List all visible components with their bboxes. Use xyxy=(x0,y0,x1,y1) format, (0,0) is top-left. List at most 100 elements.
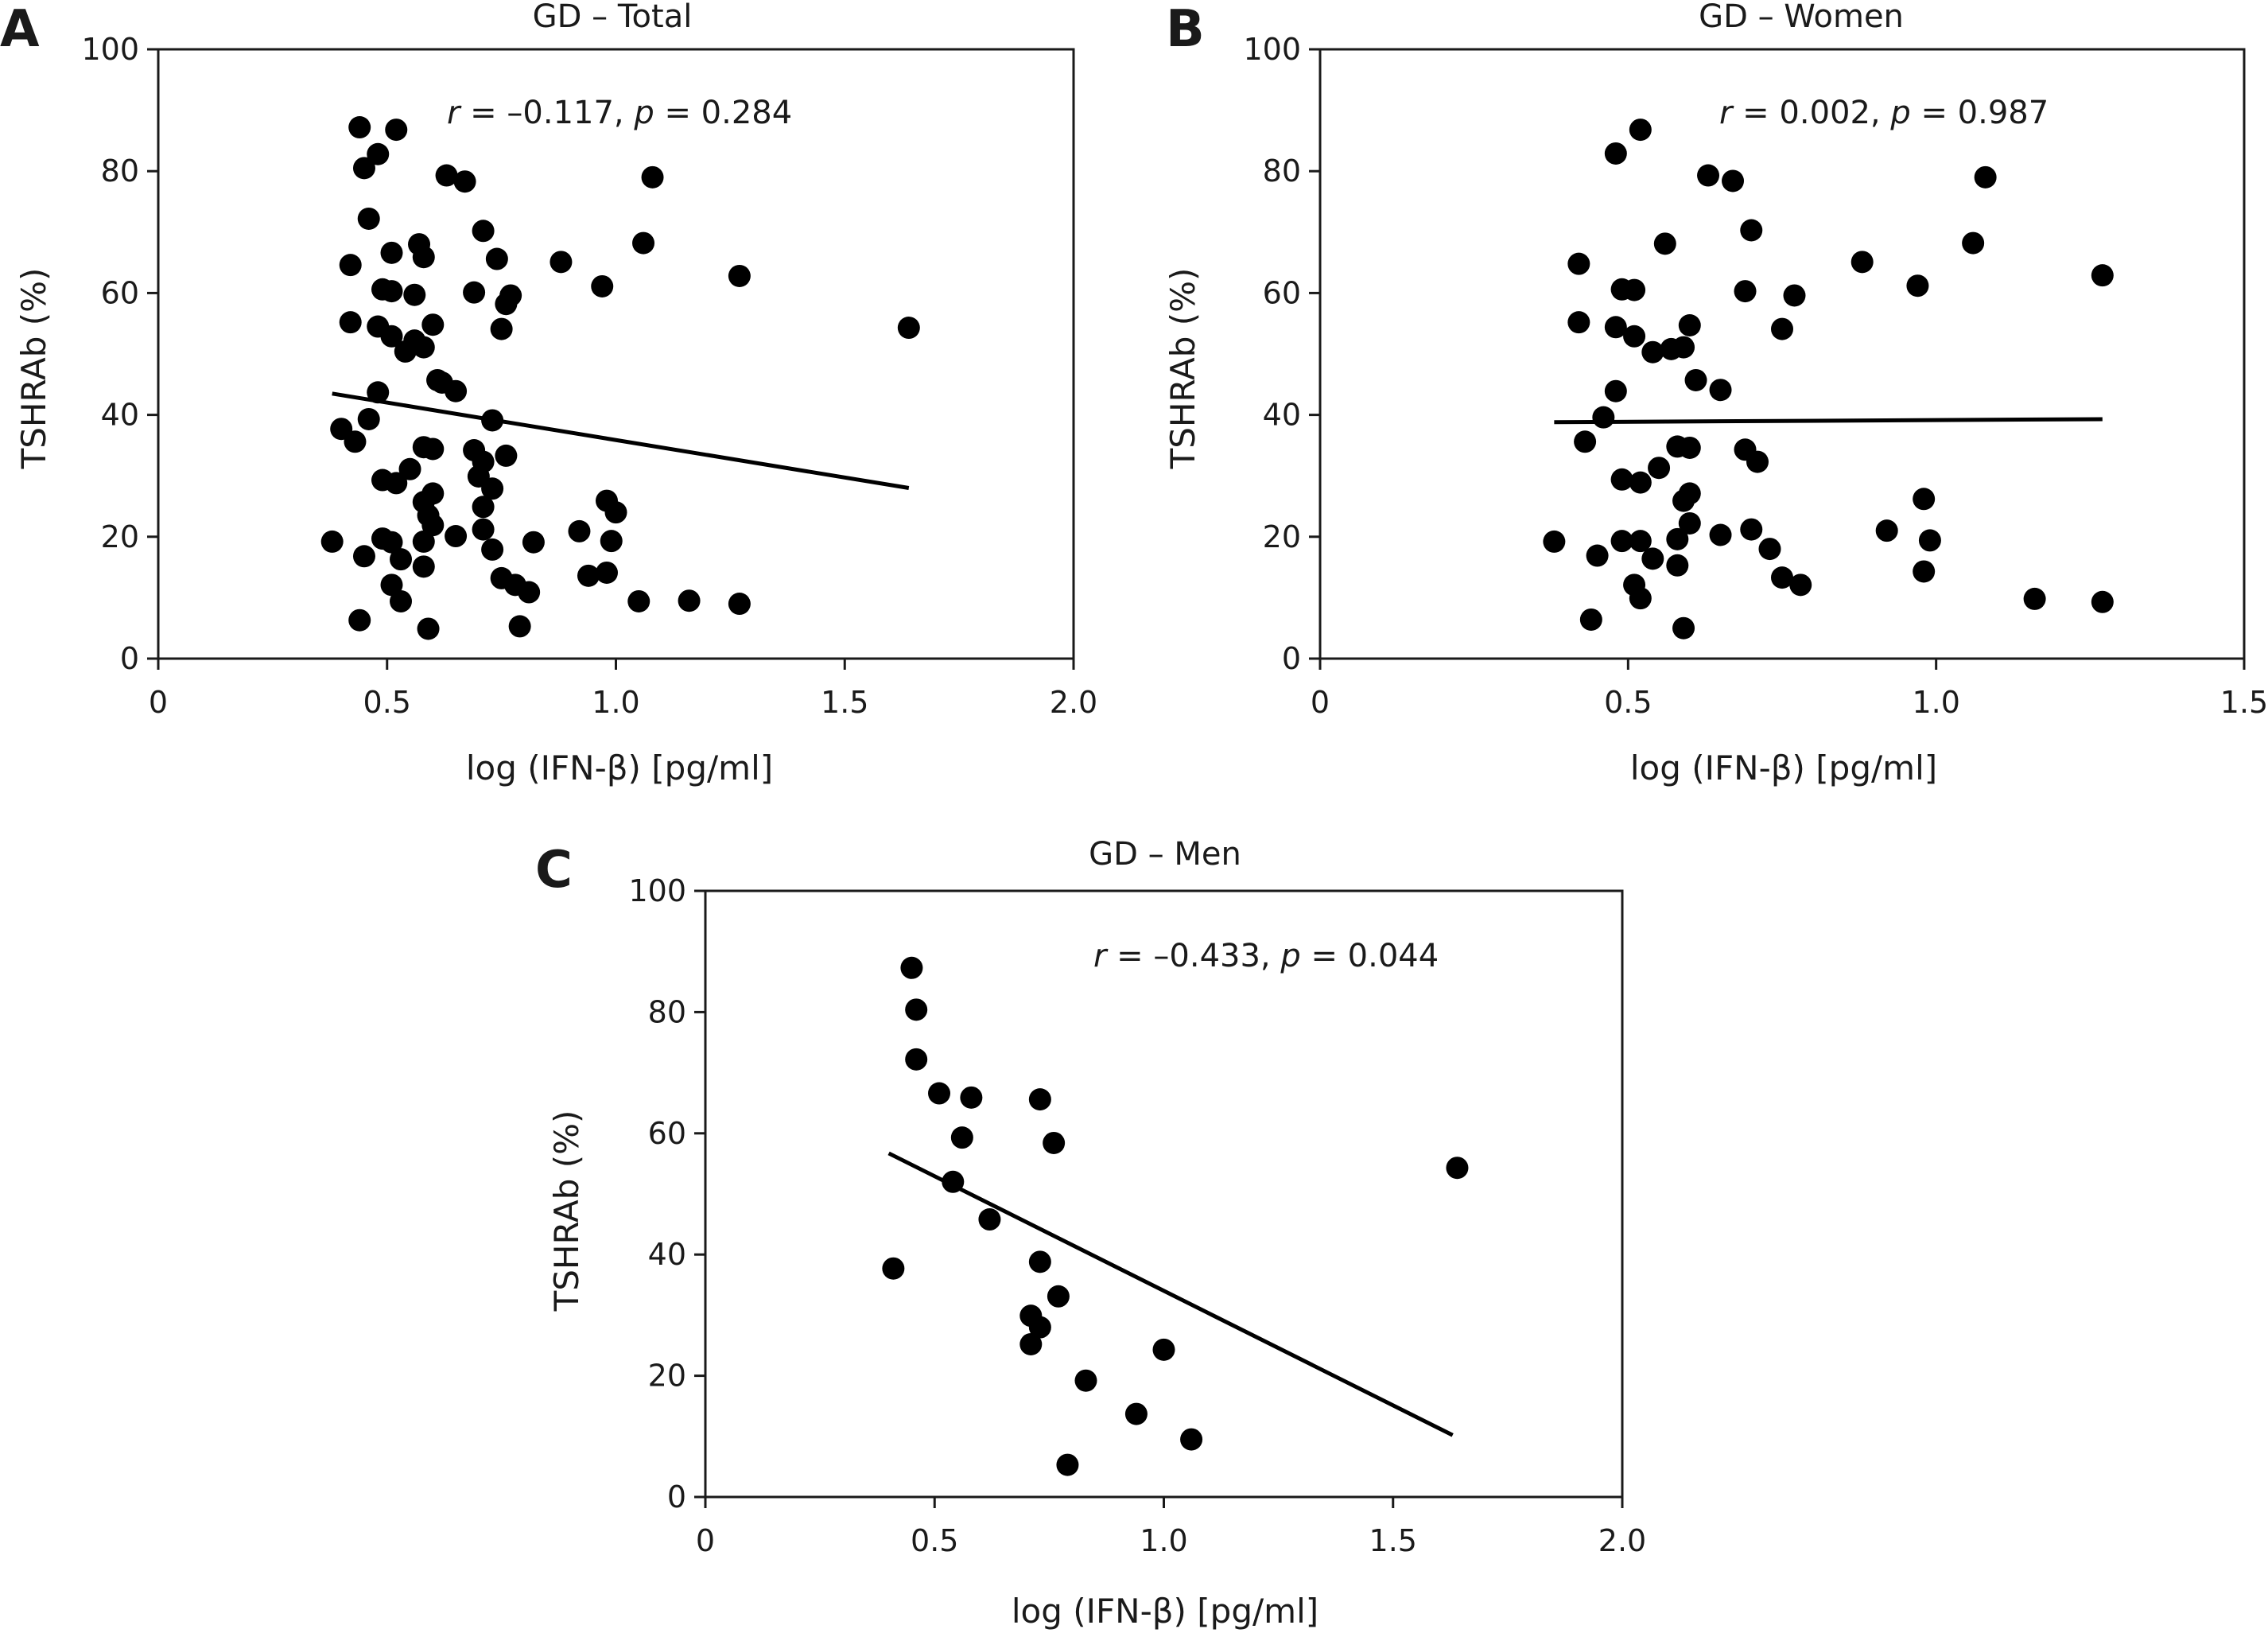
data-point xyxy=(380,573,403,597)
data-point xyxy=(1758,538,1781,561)
x-tick-label: 0 xyxy=(1311,685,1330,720)
data-point xyxy=(1043,1131,1066,1154)
data-point xyxy=(905,1048,928,1071)
regression-line xyxy=(1554,417,2103,425)
data-point xyxy=(1672,336,1695,359)
x-tick-label: 0 xyxy=(696,1523,715,1558)
regression-line xyxy=(887,1151,1454,1437)
data-point xyxy=(417,617,440,640)
y-tick-label: 20 xyxy=(648,1359,686,1394)
y-tick-label: 20 xyxy=(1263,519,1301,554)
data-point xyxy=(1913,488,1936,511)
plot-frame xyxy=(157,48,1075,660)
data-point xyxy=(900,956,923,979)
data-point xyxy=(928,1082,951,1105)
y-tick-label: 60 xyxy=(1263,275,1301,310)
data-point xyxy=(1019,1332,1043,1355)
x-tick-label: 1.0 xyxy=(1140,1523,1187,1558)
y-tick-label: 80 xyxy=(1263,154,1301,189)
data-point xyxy=(1074,1369,1097,1392)
data-point xyxy=(1913,560,1936,583)
data-point xyxy=(403,283,426,306)
y-tick-label: 60 xyxy=(101,275,139,310)
data-point xyxy=(508,615,531,638)
data-point xyxy=(728,264,751,287)
y-tick-label: 80 xyxy=(101,154,139,189)
plot-frame xyxy=(704,889,1624,1499)
data-point xyxy=(1629,587,1652,610)
y-axis-title: TSHRAb (%) xyxy=(547,1110,586,1312)
x-axis-title: log (IFN-β) [pg/ml] xyxy=(1630,748,1937,787)
data-point xyxy=(472,496,495,519)
data-point xyxy=(1684,368,1707,391)
x-tick-label: 1.5 xyxy=(821,685,868,720)
y-tick-label: 40 xyxy=(1263,398,1301,433)
data-point xyxy=(1722,169,1745,192)
data-point xyxy=(1629,119,1652,142)
data-point xyxy=(472,220,495,243)
data-point xyxy=(1592,406,1615,429)
x-tick-label: 2.0 xyxy=(1050,685,1097,720)
x-tick-label: 1.5 xyxy=(1369,1523,1417,1558)
data-point xyxy=(380,325,403,348)
x-axis-title: log (IFN-β) [pg/ml] xyxy=(466,748,773,787)
data-point xyxy=(728,593,751,616)
data-point xyxy=(344,430,367,453)
data-point xyxy=(467,465,490,488)
y-tick-label: 100 xyxy=(81,32,139,67)
data-points xyxy=(1543,119,2114,640)
data-point xyxy=(490,317,513,340)
data-point xyxy=(352,545,375,568)
data-point xyxy=(421,437,445,461)
data-point xyxy=(380,280,403,303)
data-point xyxy=(463,281,486,304)
data-point xyxy=(897,317,920,340)
data-point xyxy=(357,407,380,430)
data-point xyxy=(367,142,390,165)
data-point xyxy=(1740,518,1763,541)
data-point xyxy=(1604,142,1627,165)
data-point xyxy=(352,157,375,180)
x-axis-title: log (IFN-β) [pg/ml] xyxy=(1012,1592,1318,1631)
data-point xyxy=(518,581,541,604)
x-tick-label: 1.5 xyxy=(2220,685,2268,720)
data-point xyxy=(1678,436,1701,459)
x-tick-label: 0.5 xyxy=(1604,685,1652,720)
axis-ticks: 0 0.5 1.0 1.5 2.0 0 20 40 60 80 100 xyxy=(81,32,1097,720)
data-point xyxy=(394,340,417,363)
data-point xyxy=(641,165,664,189)
x-tick-label: 1.0 xyxy=(592,685,639,720)
data-points xyxy=(882,956,1469,1476)
data-point xyxy=(2091,264,2114,287)
data-point xyxy=(1678,511,1701,535)
data-point xyxy=(1918,529,1941,552)
data-point xyxy=(1610,468,1633,491)
data-point xyxy=(412,336,435,359)
data-point xyxy=(604,501,627,524)
x-tick-label: 2.0 xyxy=(1598,1523,1646,1558)
y-axis-title: TSHRAb (%) xyxy=(14,268,53,470)
data-point xyxy=(882,1257,905,1280)
correlation-annotation: r = –0.433, p = 0.044 xyxy=(1093,938,1439,974)
data-point xyxy=(2091,590,2114,613)
data-point xyxy=(1574,430,1597,453)
correlation-annotation: r = –0.117, p = 0.284 xyxy=(447,95,792,131)
data-point xyxy=(1623,278,1646,301)
x-tick-label: 0 xyxy=(149,685,168,720)
data-point xyxy=(1028,1316,1051,1339)
data-point xyxy=(412,246,435,269)
data-point xyxy=(522,531,545,554)
data-point xyxy=(1697,164,1720,187)
data-point xyxy=(1629,471,1652,494)
x-tick-label: 1.0 xyxy=(1912,685,1959,720)
data-point xyxy=(591,274,614,297)
data-point xyxy=(1771,317,1793,340)
panel-a-scatter: A GD – Total r = –0.117, p = 0.284 log (… xyxy=(0,0,1097,787)
data-point xyxy=(320,530,344,553)
y-tick-label: 60 xyxy=(648,1116,686,1151)
data-point xyxy=(550,251,573,274)
data-point xyxy=(385,472,408,495)
y-tick-label: 0 xyxy=(1282,641,1301,676)
data-point xyxy=(1623,325,1646,348)
